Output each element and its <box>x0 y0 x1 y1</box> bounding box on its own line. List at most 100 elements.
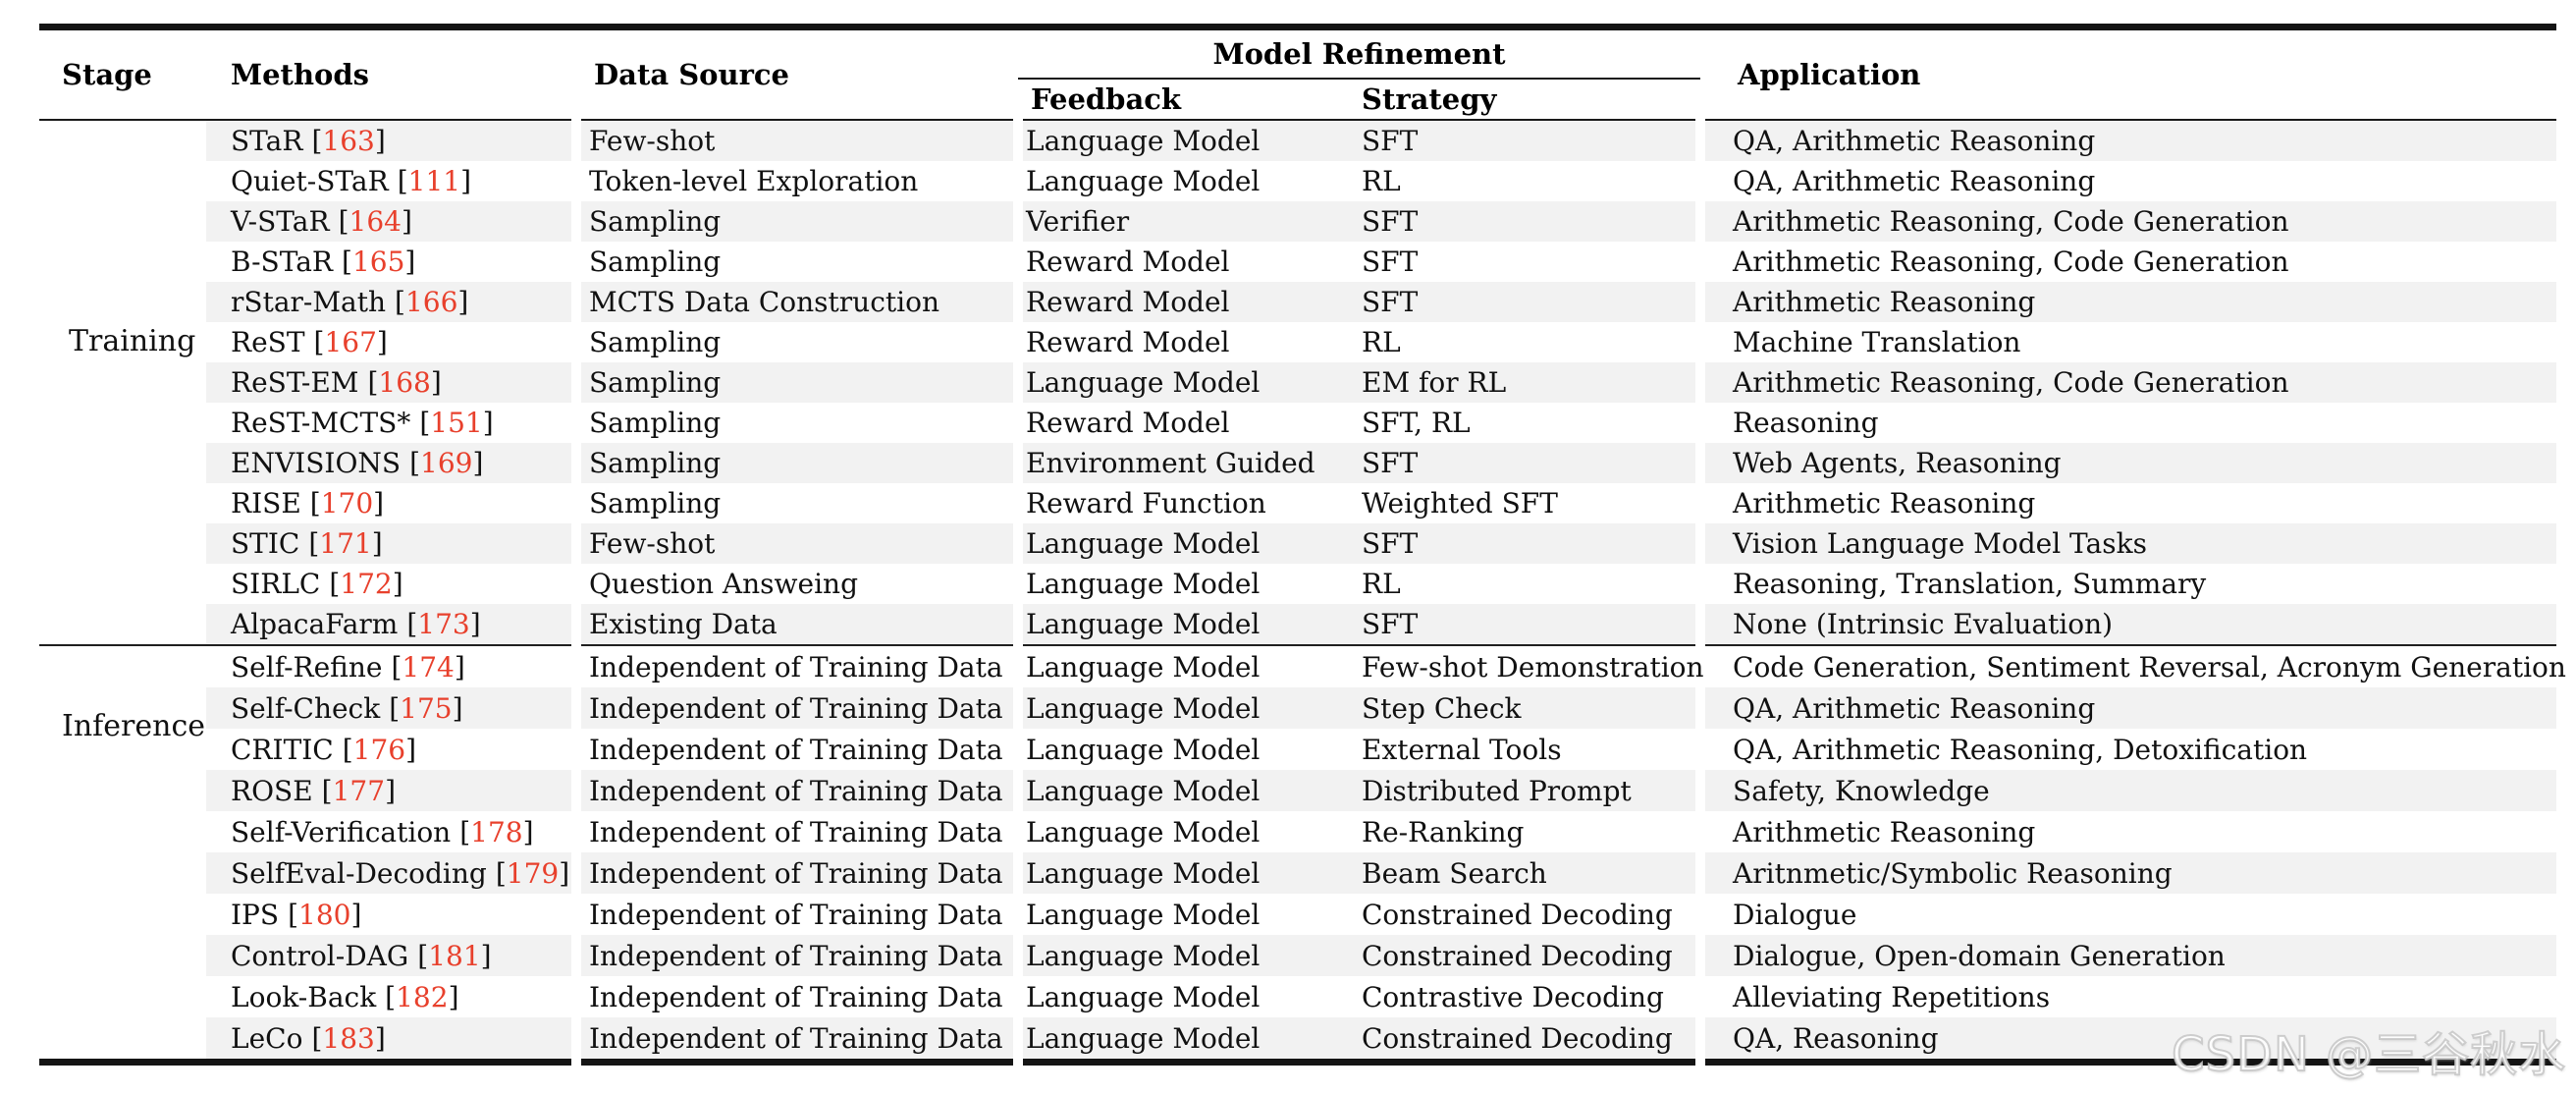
citation-ref[interactable]: 180 <box>288 899 361 931</box>
citation-ref[interactable]: 164 <box>339 205 412 238</box>
application-cell: None (Intrinsic Evaluation) <box>1695 604 2557 645</box>
application-cell: Web Agents, Reasoning <box>1695 443 2557 483</box>
stage-spacer-cell <box>39 729 206 770</box>
citation-ref[interactable]: 166 <box>395 286 468 318</box>
citation-ref[interactable]: 173 <box>406 608 480 640</box>
citation-ref[interactable]: 170 <box>310 487 384 520</box>
feedback-cell: Language Model <box>1013 604 1360 645</box>
stage-spacer-cell <box>39 564 206 604</box>
feedback-cell: Reward Function <box>1013 483 1360 523</box>
stage-spacer-cell <box>39 604 206 645</box>
method-cell: LeCo183 <box>206 1017 576 1066</box>
method-name: SIRLC <box>231 568 321 600</box>
strategy-cell: SFT <box>1360 604 1701 645</box>
strategy-cell: Contrastive Decoding <box>1362 980 1664 1013</box>
methods-comparison-table: Stage Methods Data Source Model Refineme… <box>39 24 2566 1066</box>
data-source-cell: MCTS Data Construction <box>571 282 1018 322</box>
table-row: Look-Back182 Independent of Training Dat… <box>39 976 2557 1017</box>
stage-spacer-cell <box>39 935 206 976</box>
method-cell: ReST-MCTS*151 <box>206 403 576 443</box>
method-name: Control-DAG <box>231 939 409 972</box>
application-cell: QA, Arithmetic Reasoning <box>1695 687 2557 729</box>
feedback-cell: Language Model <box>1013 1017 1360 1066</box>
feedback-cell: Environment Guided <box>1013 443 1360 483</box>
citation-ref[interactable]: 165 <box>342 246 415 278</box>
table-row: AlpacaFarm173 Existing Data Language Mod… <box>39 604 2557 645</box>
application-cell: Arithmetic Reasoning <box>1695 483 2557 523</box>
strategy-cell: Constrained Decoding <box>1362 898 1673 931</box>
data-source-cell: Independent of Training Data <box>571 644 1018 687</box>
citation-ref[interactable]: 176 <box>343 734 416 766</box>
method-name: RISE <box>231 487 301 520</box>
data-source-cell: Sampling <box>571 403 1018 443</box>
stage-label-training: Training <box>69 324 196 358</box>
feedback-cell: Language Model <box>1013 644 1360 687</box>
citation-ref[interactable]: 178 <box>459 816 533 848</box>
col-header-application: Application <box>1700 24 2557 121</box>
application-cell: Code Generation, Sentiment Reversal, Acr… <box>1695 644 2566 687</box>
strategy-cell: RL <box>1362 165 1401 197</box>
citation-ref[interactable]: 151 <box>419 407 493 439</box>
citation-ref[interactable]: 171 <box>308 527 382 560</box>
feedback-cell: Reward Model <box>1013 282 1360 322</box>
method-name: STaR <box>231 125 303 157</box>
method-cell: AlpacaFarm173 <box>206 604 576 645</box>
citation-ref[interactable]: 183 <box>311 1022 385 1055</box>
citation-ref[interactable]: 169 <box>409 447 483 479</box>
citation-ref[interactable]: 181 <box>417 940 491 972</box>
strategy-cell: EM for RL <box>1360 362 1701 403</box>
table-row: Quiet-STaR 111 Token-level Exploration La… <box>39 161 2557 201</box>
data-source-cell: Few-shot <box>571 523 1018 564</box>
feedback-cell: Language Model <box>1013 935 1360 976</box>
data-source-cell: Few-shot <box>571 120 1018 161</box>
method-name: ReST-EM <box>231 366 359 399</box>
application-cell: Aritnmetic/Symbolic Reasoning <box>1695 852 2557 894</box>
citation-ref[interactable]: 168 <box>367 366 441 399</box>
citation-ref[interactable]: 172 <box>329 568 402 600</box>
method-name: ReST <box>231 326 305 358</box>
feedback-cell: Language Model <box>1013 161 1360 201</box>
data-source-cell: Independent of Training Data <box>571 935 1018 976</box>
strategy-cell: Few-shot Demonstration <box>1360 644 1704 687</box>
method-cell: STaR163 <box>206 120 576 161</box>
strategy-cell: Beam Search <box>1360 852 1701 894</box>
table-row: STIC171 Few-shot Language Model SFT Visi… <box>39 523 2557 564</box>
data-source-cell: Question Answeing <box>571 564 1018 604</box>
application-cell: QA, Arithmetic Reasoning <box>1695 161 2557 201</box>
data-source-cell: Sampling <box>571 242 1018 282</box>
stage-spacer-cell <box>39 161 206 201</box>
method-name: rStar-Math <box>231 286 387 318</box>
method-cell: CRITIC 176 <box>206 729 576 770</box>
citation-ref[interactable]: 174 <box>391 651 464 684</box>
method-name: SelfEval-Decoding <box>231 856 487 890</box>
data-source-cell: Sampling <box>571 322 1018 362</box>
method-cell: ROSE 177 <box>206 770 576 811</box>
citation-ref[interactable]: 163 <box>311 125 385 157</box>
application-cell: Arithmetic Reasoning, Code Generation <box>1695 362 2557 403</box>
citation-ref[interactable]: 175 <box>389 692 462 725</box>
citation-ref[interactable]: 177 <box>322 775 396 807</box>
citation-ref[interactable]: 111 <box>398 165 471 197</box>
data-source-cell: Independent of Training Data <box>571 687 1018 729</box>
col-header-methods: Methods <box>206 24 576 121</box>
stage-label-inference: Inference <box>62 709 206 743</box>
col-header-feedback: Feedback <box>1018 79 1360 121</box>
table-row: ROSE 177 Independent of Training Data Lan… <box>39 770 2557 811</box>
strategy-cell: External Tools <box>1362 733 1562 766</box>
method-name: IPS <box>231 898 280 931</box>
table-row: SelfEval-Decoding 179 Independent of Trai… <box>39 852 2557 894</box>
application-cell: Dialogue, Open-domain Generation <box>1695 935 2557 976</box>
feedback-cell: Language Model <box>1013 770 1360 811</box>
stage-spacer-cell <box>39 811 206 852</box>
data-source-cell: Sampling <box>571 483 1018 523</box>
feedback-cell: Language Model <box>1013 120 1360 161</box>
table-row: Self-Refine174 Independent of Training D… <box>39 644 2566 687</box>
table-row: ReST-MCTS*151 Sampling Reward Model SFT,… <box>39 403 2557 443</box>
application-cell: QA, Reasoning <box>1695 1017 2557 1066</box>
citation-ref[interactable]: 167 <box>314 326 388 358</box>
citation-ref[interactable]: 179 <box>496 857 569 890</box>
strategy-cell: Constrained Decoding <box>1360 935 1701 976</box>
table-row: Control-DAG181 Independent of Training D… <box>39 935 2557 976</box>
table-row: ReST-EM168 Sampling Language Model EM fo… <box>39 362 2557 403</box>
citation-ref[interactable]: 182 <box>385 981 458 1013</box>
